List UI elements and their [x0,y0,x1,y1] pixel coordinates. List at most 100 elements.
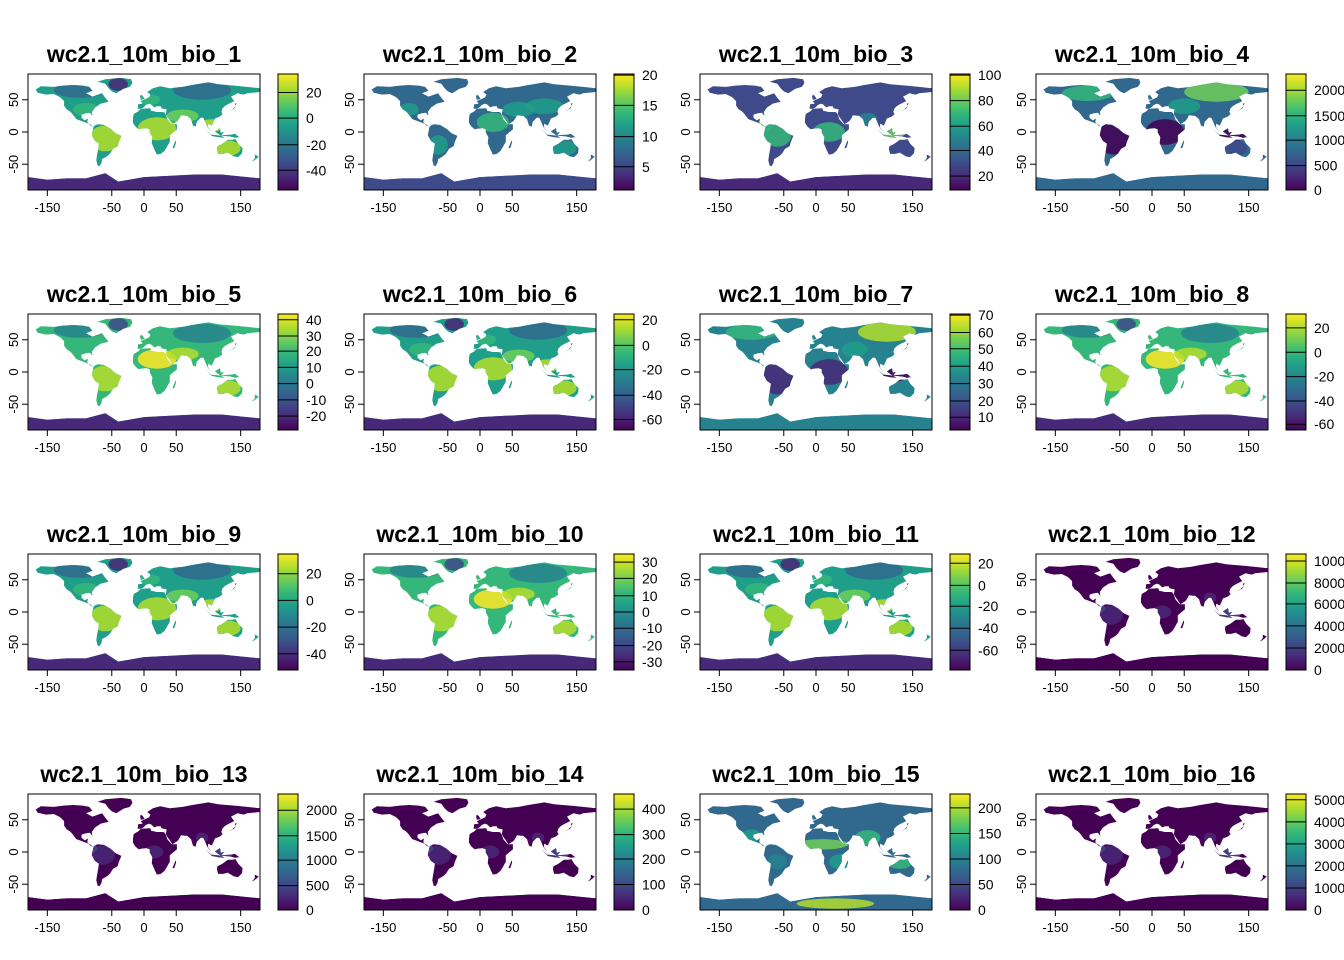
legend-frame [1285,313,1307,431]
map-panel: wc2.1_10m_bio_9 -150 -50 0 50 150 50 0 -50 20 0 -20… [6,521,326,695]
raster-cell [756,120,773,131]
raster-cell [809,597,849,621]
raster-layer [700,797,932,910]
raster-cell [886,620,913,636]
legend-colorbar [1286,314,1306,430]
x-tick-label: 0 [476,440,483,455]
map-panel: wc2.1_10m_bio_1 -150 -50 0 50 150 50 0 -50 20 0 -20… [6,41,326,215]
legend-tick-label: 60 [978,118,994,134]
legend-tick-label: 0 [642,337,650,353]
legend-tick-label: -20 [642,638,662,654]
raster-cell [202,845,235,859]
panel-title: wc2.1_10m_bio_14 [375,761,583,787]
raster-cell [389,562,442,578]
x-tick-label: -150 [1042,920,1068,935]
raster-layer [28,77,260,190]
raster-cell [780,557,800,571]
map-panel: wc2.1_10m_bio_3 -150 -50 0 50 150 50 0 -50 100 80 6… [678,41,1002,215]
raster-layer [28,797,260,910]
x-tick-label: 150 [566,200,588,215]
raster-cell [761,605,794,632]
raster-cell [812,122,846,142]
raster-antarctica [1036,893,1268,910]
y-tick-label: 50 [678,333,693,347]
legend-frame [949,73,971,191]
raster-antarctica [700,173,932,190]
y-tick-label: -50 [1014,875,1029,894]
y-tick-label: 0 [1014,368,1029,375]
x-tick-label: -150 [1042,440,1068,455]
panel-title: wc2.1_10m_bio_16 [1047,761,1255,787]
x-tick-label: -50 [1110,680,1129,695]
legend-tick-label: 40 [306,312,322,328]
x-tick-label: -150 [706,680,732,695]
map-panel: wc2.1_10m_bio_11 -150 -50 0 50 150 50 0 -50 20 0 -2… [678,521,998,695]
raster-cell [1219,128,1246,142]
raster-cell [1152,845,1172,859]
x-tick-label: -150 [1042,200,1068,215]
legend-frame [949,313,971,431]
x-tick-label: 150 [902,440,924,455]
raster-cell [877,368,910,382]
x-tick-label: -50 [102,920,121,935]
legend-frame [613,73,635,191]
y-tick-label: -50 [1014,635,1029,654]
y-tick-label: 50 [1014,93,1029,107]
legend-tick-label: 2000 [1314,82,1344,98]
raster-cell [108,317,128,331]
raster-cell [214,620,241,636]
raster-antarctica [364,893,596,910]
x-tick-label: 50 [505,440,519,455]
legend-tick-label: 400 [642,801,666,817]
legend-tick-label: 1500 [1314,108,1344,124]
raster-cell [538,845,571,859]
y-tick-label: -50 [6,635,21,654]
raster-cell [214,140,241,156]
raster-cell [53,82,106,98]
raster-antarctica [364,413,596,430]
x-tick-label: -150 [370,920,396,935]
legend-tick-label: 20 [978,168,994,184]
legend-tick-label: 0 [642,902,650,918]
x-tick-label: 0 [476,200,483,215]
legend-tick-label: -20 [306,137,326,153]
legend-tick-label: 4000 [1314,814,1344,830]
raster-cell [89,125,122,152]
legend-frame [277,73,299,191]
raster-cell [409,343,435,356]
y-tick-label: -50 [678,155,693,174]
raster-cell [828,854,855,870]
panel-title: wc2.1_10m_bio_10 [375,521,583,547]
x-tick-label: -150 [370,440,396,455]
x-tick-label: -50 [102,200,121,215]
legend-frame [1285,553,1307,671]
map-panel: wc2.1_10m_bio_7-150 -50 0 50 150500-50706050… [678,281,994,455]
raster-cell [767,854,787,870]
raster-cell [1203,592,1217,603]
raster-cell [173,323,231,343]
legend-tick-label: -20 [306,619,326,635]
raster-base [28,797,260,910]
raster-cell [1224,140,1248,156]
raster-cell [550,620,577,636]
x-tick-label: -50 [774,680,793,695]
raster-cell [425,845,451,865]
legend-tick-label: 30 [978,376,994,392]
raster-cell [502,587,535,601]
legend-tick-label: -40 [642,387,662,403]
legend-frame [949,553,971,671]
legend-tick-label: 6000 [1314,596,1344,612]
x-tick-label: -50 [102,680,121,695]
raster-layer [364,317,596,430]
raster-layer [700,77,932,190]
panel-title: wc2.1_10m_bio_3 [718,41,913,67]
y-tick-label: 50 [678,813,693,827]
y-tick-label: 50 [1014,573,1029,587]
x-tick-label: 50 [841,440,855,455]
y-tick-label: 50 [6,813,21,827]
y-tick-label: -50 [6,395,21,414]
y-tick-label: 0 [342,848,357,855]
legend-tick-label: -30 [642,654,662,670]
raster-cell [140,574,161,585]
